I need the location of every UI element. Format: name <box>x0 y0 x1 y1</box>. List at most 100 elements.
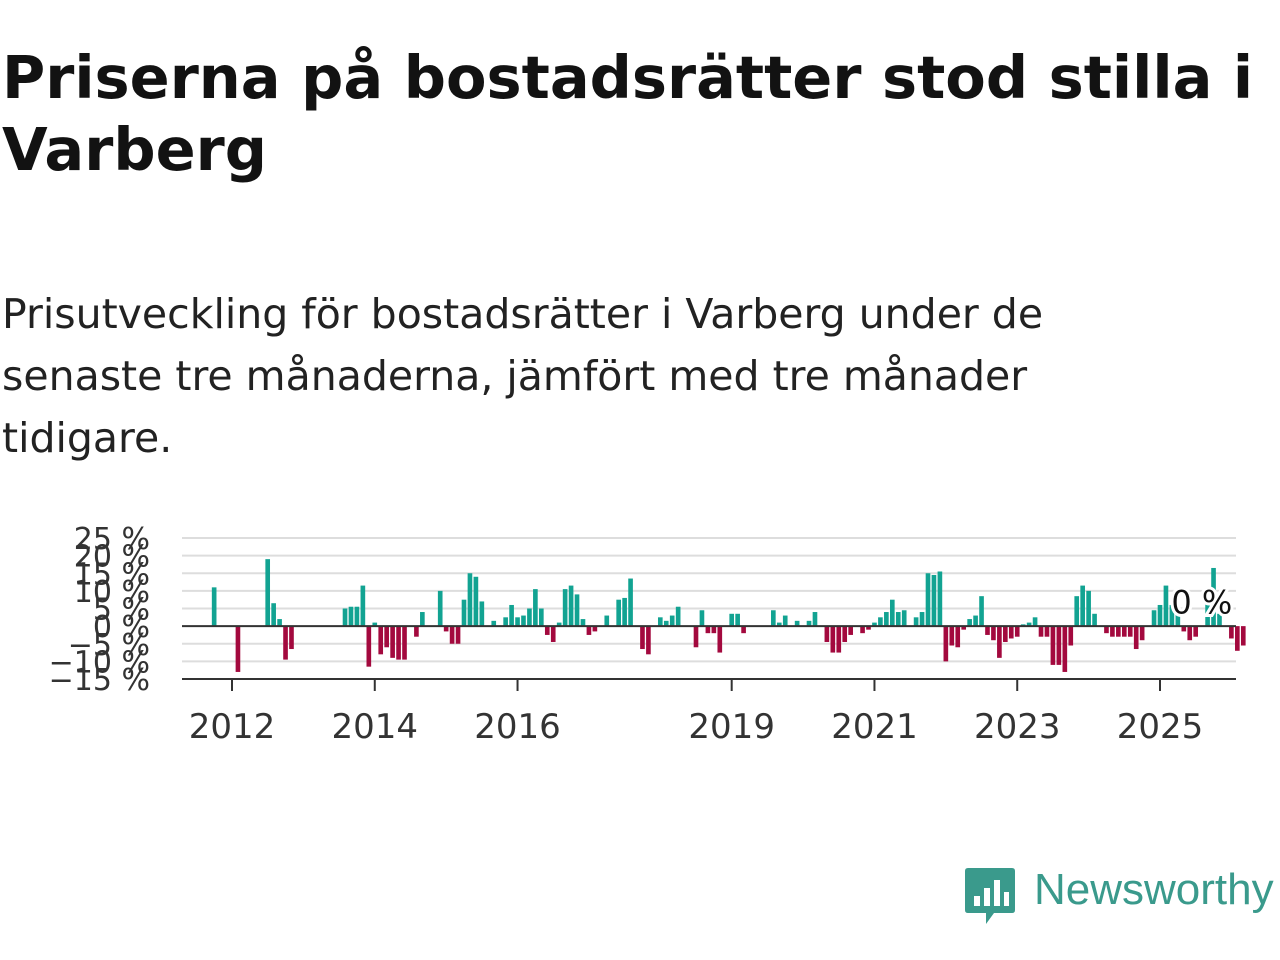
bar <box>1133 626 1139 650</box>
bar <box>265 559 271 627</box>
bar <box>669 615 675 627</box>
bar <box>693 626 699 648</box>
bar <box>390 626 395 658</box>
bar <box>931 575 937 627</box>
bar <box>1074 596 1080 627</box>
bar <box>741 626 746 634</box>
bar <box>479 601 485 627</box>
bar <box>729 613 735 627</box>
y-tick-label: −15 % <box>49 663 150 698</box>
bar <box>967 619 972 627</box>
bar <box>705 626 711 634</box>
bar <box>830 626 836 653</box>
bar <box>794 620 800 627</box>
bar <box>443 626 449 632</box>
bar <box>1229 626 1234 639</box>
bar <box>277 619 282 627</box>
bar <box>568 585 574 627</box>
bar <box>437 590 443 627</box>
bar <box>1026 622 1032 627</box>
bar <box>491 620 497 627</box>
bar <box>699 610 705 627</box>
x-tick-label: 2023 <box>974 707 1061 747</box>
bar <box>539 608 544 627</box>
bar <box>717 626 723 653</box>
bar <box>1068 626 1074 646</box>
bar <box>1193 626 1199 637</box>
bar <box>901 610 907 627</box>
bar <box>455 626 461 644</box>
bar <box>396 626 401 660</box>
bar <box>973 615 978 627</box>
axis-layer <box>182 625 1236 691</box>
bar <box>913 617 919 627</box>
bar <box>1062 626 1068 672</box>
y-tick-label: 5 % <box>93 593 150 628</box>
bar <box>1181 626 1187 632</box>
x-tick-label: 2014 <box>332 707 419 747</box>
y-tick-label: 25 % <box>74 522 150 557</box>
bar <box>467 573 473 627</box>
bars-layer <box>211 559 1246 672</box>
bar <box>586 626 592 635</box>
bar <box>646 626 651 655</box>
bar <box>1211 567 1216 627</box>
bar <box>235 626 241 672</box>
bar <box>283 626 288 660</box>
bar <box>657 617 663 627</box>
bar <box>771 610 776 627</box>
bar <box>997 626 1002 658</box>
bar <box>836 626 842 653</box>
bar <box>592 626 598 632</box>
bar <box>1127 626 1133 637</box>
bar <box>1205 589 1210 627</box>
bar <box>1240 626 1246 646</box>
x-tick-label: 2019 <box>688 707 775 747</box>
bar <box>271 603 276 627</box>
bar <box>949 626 955 646</box>
chart-subtitle: Prisutveckling för bostadsrätter i Varbe… <box>2 290 1044 462</box>
bar <box>943 626 949 662</box>
x-tick-label: 2025 <box>1117 707 1204 747</box>
bar <box>550 626 556 642</box>
chart-title: Priserna på bostadsrätter stod stilla i … <box>2 43 1254 184</box>
bar <box>1003 626 1008 642</box>
bar <box>1187 626 1193 641</box>
y-tick-label: 15 % <box>74 557 150 592</box>
bar <box>556 622 562 627</box>
bar <box>384 626 389 648</box>
bar <box>872 622 877 627</box>
bar <box>1151 610 1157 627</box>
bar <box>211 587 217 627</box>
y-tick-label: −5 % <box>68 628 150 663</box>
bar <box>884 612 889 627</box>
bar <box>937 571 943 627</box>
bar <box>1056 626 1062 665</box>
bar <box>812 612 818 627</box>
bar <box>1175 613 1181 627</box>
x-tick-label: 2016 <box>474 707 561 747</box>
bar <box>640 626 645 650</box>
bar <box>1157 604 1163 627</box>
y-tick-label: 0 % <box>93 610 150 645</box>
bar <box>372 622 378 627</box>
bar <box>895 612 901 627</box>
bar <box>1086 590 1091 627</box>
bar <box>527 608 532 627</box>
bar <box>663 620 669 627</box>
bar <box>1080 585 1085 627</box>
bar <box>824 626 830 642</box>
y-tick-label: 10 % <box>74 575 150 610</box>
bar <box>711 626 717 634</box>
bar <box>919 612 925 627</box>
bar <box>574 594 580 627</box>
latest-value-annotation: 0 % <box>1171 584 1232 622</box>
bar <box>1163 585 1169 627</box>
newsworthy-chart-bubble-icon <box>965 868 1015 924</box>
bar <box>1169 604 1175 627</box>
bar <box>628 578 633 627</box>
bar <box>289 626 294 650</box>
bar <box>1032 617 1038 627</box>
bar <box>515 617 520 627</box>
y-tick-label: 20 % <box>74 540 150 575</box>
